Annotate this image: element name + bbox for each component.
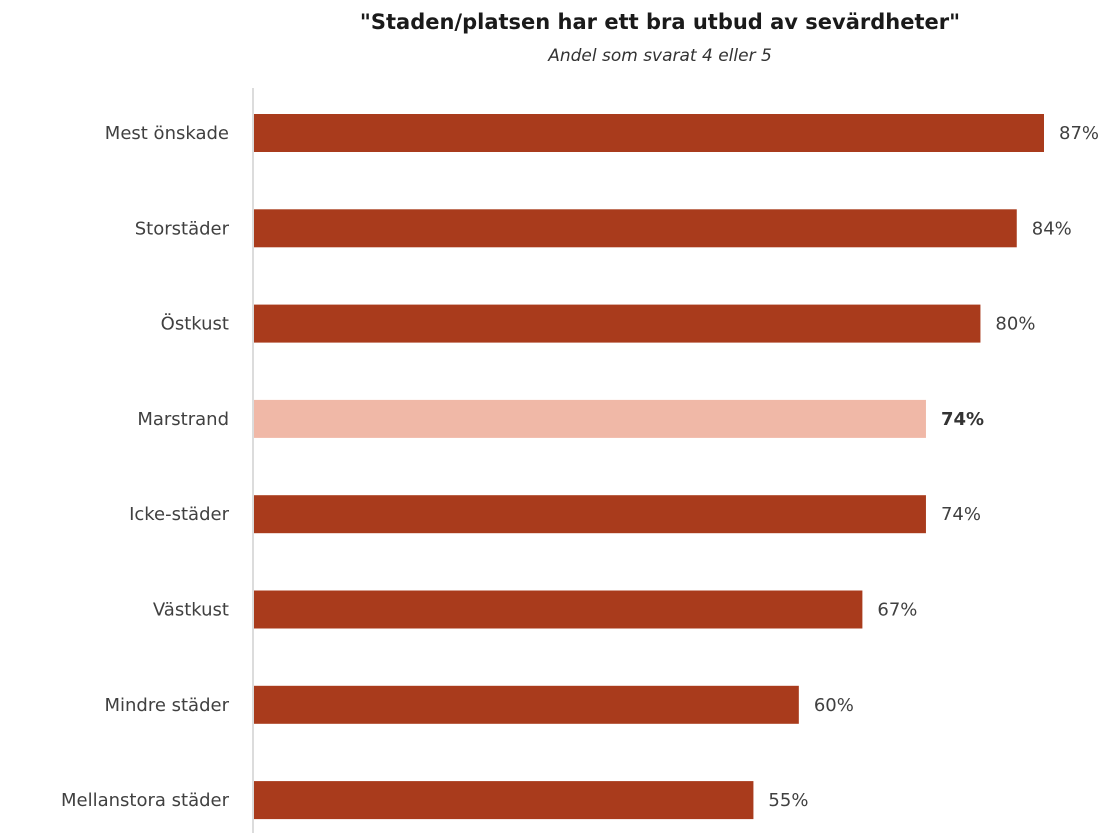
bar-2 xyxy=(254,304,981,343)
bar-7 xyxy=(254,781,754,820)
category-label: Mellanstora städer xyxy=(61,790,230,811)
value-label: 87% xyxy=(1059,123,1099,144)
chart-title: "Staden/platsen har ett bra utbud av sev… xyxy=(359,10,961,34)
bar-1 xyxy=(254,209,1017,248)
chart-subtitle: Andel som svarat 4 eller 5 xyxy=(548,46,772,66)
value-label: 74% xyxy=(941,504,981,525)
bar-5 xyxy=(254,590,863,629)
category-label: Marstrand xyxy=(137,409,229,430)
bar-0 xyxy=(254,114,1044,152)
value-label: 74% xyxy=(941,409,984,430)
value-label: 60% xyxy=(814,695,854,716)
category-label: Icke-städer xyxy=(129,504,230,525)
value-label: 55% xyxy=(768,790,808,811)
value-label: 80% xyxy=(995,314,1035,335)
category-label: Mindre städer xyxy=(104,695,229,716)
category-label: Västkust xyxy=(153,600,229,621)
bar-4 xyxy=(254,495,926,534)
category-label: Mest önskade xyxy=(105,123,229,144)
value-label: 67% xyxy=(877,600,917,621)
category-label: Storstäder xyxy=(135,218,230,239)
bar-3 xyxy=(254,399,926,438)
value-label: 84% xyxy=(1032,218,1072,239)
category-label: Östkust xyxy=(161,313,229,335)
bar-6 xyxy=(254,685,799,724)
